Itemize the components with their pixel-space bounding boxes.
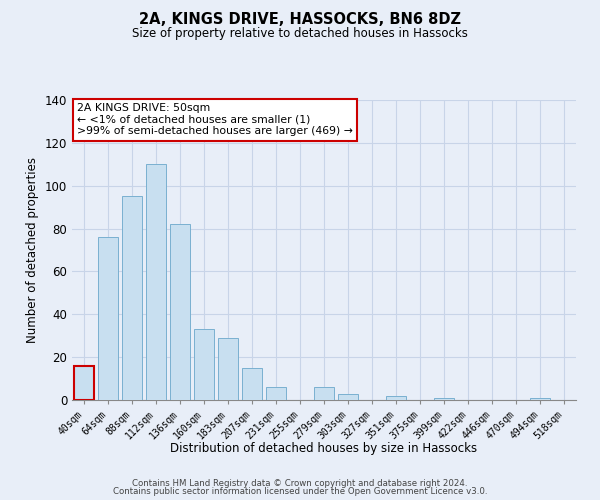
Bar xyxy=(338,394,358,400)
Bar xyxy=(530,398,550,400)
Bar xyxy=(122,196,142,400)
Bar xyxy=(242,368,262,400)
Bar xyxy=(170,224,190,400)
Bar xyxy=(386,396,406,400)
Bar xyxy=(74,366,94,400)
Bar xyxy=(218,338,238,400)
Text: Contains HM Land Registry data © Crown copyright and database right 2024.: Contains HM Land Registry data © Crown c… xyxy=(132,478,468,488)
Y-axis label: Number of detached properties: Number of detached properties xyxy=(26,157,39,343)
Bar xyxy=(266,387,286,400)
Bar xyxy=(194,330,214,400)
Bar xyxy=(314,387,334,400)
Text: 2A, KINGS DRIVE, HASSOCKS, BN6 8DZ: 2A, KINGS DRIVE, HASSOCKS, BN6 8DZ xyxy=(139,12,461,28)
Bar xyxy=(434,398,454,400)
Text: Distribution of detached houses by size in Hassocks: Distribution of detached houses by size … xyxy=(170,442,478,455)
Bar xyxy=(146,164,166,400)
Text: Contains public sector information licensed under the Open Government Licence v3: Contains public sector information licen… xyxy=(113,487,487,496)
Text: Size of property relative to detached houses in Hassocks: Size of property relative to detached ho… xyxy=(132,28,468,40)
Text: 2A KINGS DRIVE: 50sqm
← <1% of detached houses are smaller (1)
>99% of semi-deta: 2A KINGS DRIVE: 50sqm ← <1% of detached … xyxy=(77,103,353,136)
Bar xyxy=(98,237,118,400)
